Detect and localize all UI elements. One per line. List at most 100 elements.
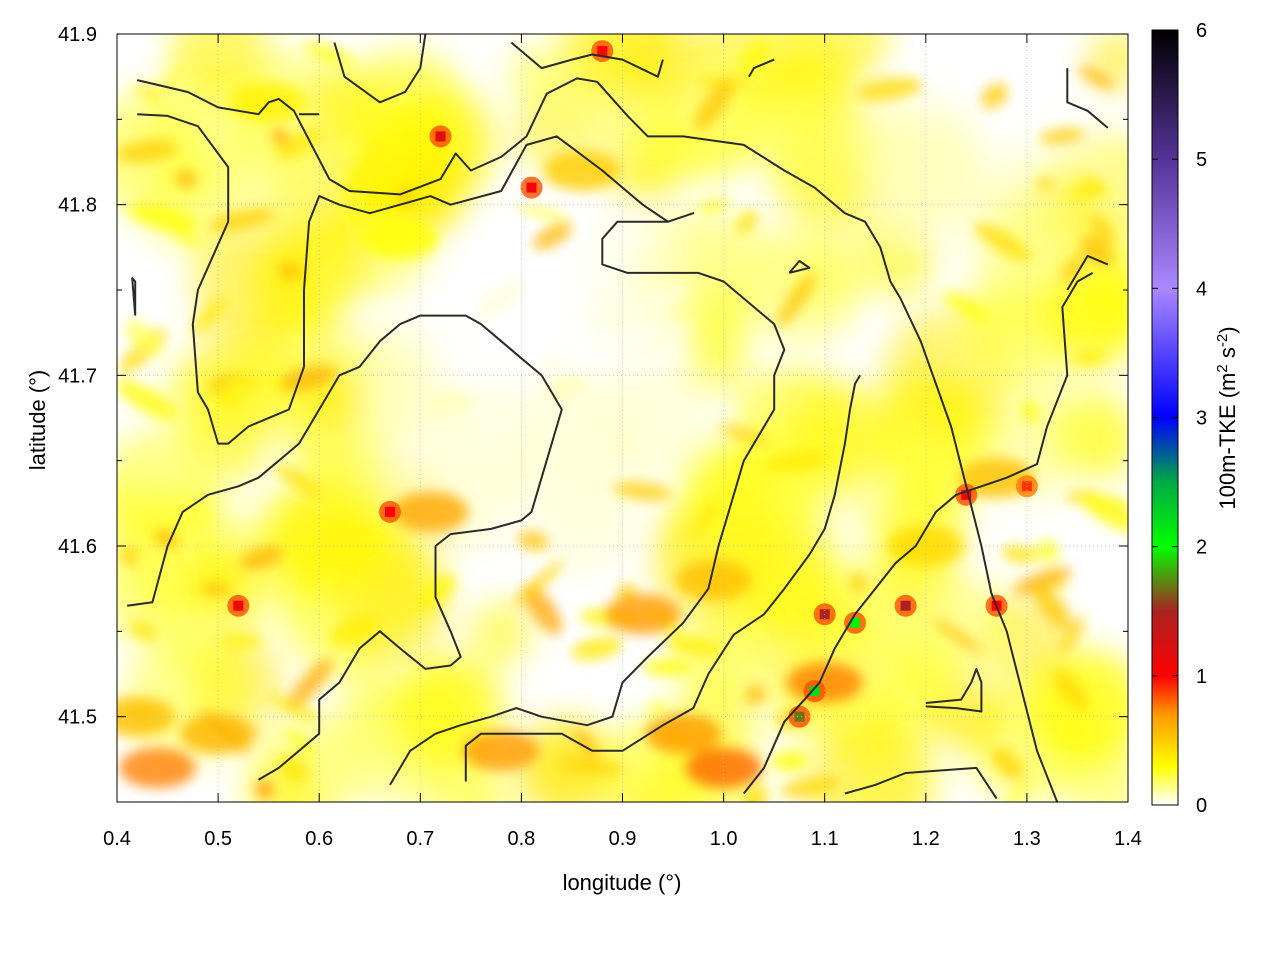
- field-streak: [532, 222, 573, 250]
- coastline-contour: [136, 77, 1059, 802]
- field-warm-patch: [117, 696, 176, 737]
- field-streak: [611, 438, 633, 450]
- coastline-contour: [788, 260, 811, 274]
- field-streak: [275, 464, 323, 497]
- field-blob: [1061, 265, 1128, 361]
- field-streak: [268, 694, 319, 722]
- field-streak: [219, 635, 263, 648]
- field-warm-patch: [463, 730, 540, 771]
- hotspot-cell: [794, 711, 805, 722]
- coastline-contour: [748, 58, 775, 78]
- coastline-contour: [510, 41, 664, 78]
- hotspot-cell: [850, 617, 861, 628]
- field-streak: [125, 320, 164, 357]
- y-tick-labels: 41.5 41.6 41.7 41.8 41.9: [58, 24, 97, 729]
- colorbar-ticks: 0 1 2 3 4 5 6: [1152, 20, 1207, 817]
- x-tick-label: 1.1: [811, 828, 839, 850]
- y-tick-label: 41.9: [58, 24, 97, 46]
- field-warm-patch: [685, 747, 762, 788]
- y-tick-label: 41.8: [58, 195, 97, 217]
- field-streak: [120, 546, 139, 565]
- field-streak: [338, 137, 358, 160]
- field-blob: [1045, 383, 1128, 474]
- coastline-contour: [1066, 68, 1109, 129]
- field-streak: [544, 377, 588, 401]
- coastline-contour: [1066, 254, 1109, 291]
- field-streak: [330, 615, 378, 646]
- x-tick-label: 1.4: [1114, 828, 1142, 850]
- field-streak: [647, 699, 668, 718]
- x-tick-label: 0.4: [103, 828, 131, 850]
- field-streak: [698, 199, 730, 213]
- field-streak: [128, 620, 158, 640]
- coastline-contours: [126, 34, 1109, 802]
- field-blob: [469, 600, 534, 665]
- x-tick-label: 1.2: [912, 828, 940, 850]
- field-blob: [259, 473, 387, 601]
- coastline-contour: [333, 34, 427, 104]
- hotspot-cell: [809, 686, 820, 697]
- field-streak: [1036, 539, 1059, 563]
- field-blob: [558, 402, 665, 508]
- field-blob: [117, 551, 178, 639]
- field-streak: [128, 202, 197, 233]
- field-streak: [289, 657, 334, 708]
- field-streak: [558, 759, 625, 774]
- field-blob: [117, 478, 157, 547]
- field-blob: [347, 311, 438, 402]
- hotspot-layer: [227, 40, 1038, 728]
- field-blob: [681, 332, 747, 399]
- field-streak: [664, 636, 725, 656]
- colorbar-tick-label: 1: [1196, 666, 1207, 688]
- field-warm-patch: [119, 747, 196, 788]
- field-streak: [542, 356, 568, 373]
- field-streak: [780, 777, 841, 797]
- colorbar-tick-label: 3: [1196, 408, 1207, 430]
- field-streak: [278, 366, 336, 391]
- x-tick-label: 0.8: [507, 828, 535, 850]
- field-streak: [349, 142, 384, 193]
- field-streak: [286, 728, 319, 761]
- field-streak: [571, 636, 623, 661]
- field-streak: [516, 205, 569, 220]
- field-blob: [676, 612, 772, 707]
- field-streak: [279, 263, 302, 280]
- hotspot-cell: [526, 182, 537, 193]
- field-streak: [1053, 668, 1088, 711]
- field-streak: [981, 83, 1008, 109]
- field-streak: [477, 281, 523, 318]
- field-streak: [256, 780, 274, 799]
- field-streak: [1091, 214, 1115, 244]
- field-streak: [424, 392, 475, 415]
- field-streak: [932, 618, 983, 654]
- y-axis-label: latitude (°): [25, 370, 50, 471]
- field-blob: [323, 702, 394, 773]
- field-streak: [1001, 544, 1039, 564]
- field-streak: [1080, 235, 1114, 267]
- field-streak: [771, 750, 809, 772]
- field-streak: [511, 560, 564, 608]
- field-streak: [276, 129, 322, 160]
- field-streak: [270, 127, 290, 147]
- hotspot-cell: [900, 600, 911, 611]
- x-tick-label: 1.0: [710, 828, 738, 850]
- field-blob: [956, 175, 1071, 290]
- field-streak: [613, 481, 672, 501]
- field-warm-patch: [180, 713, 257, 754]
- field-warm-patch: [392, 491, 469, 532]
- field-streak: [1058, 617, 1085, 654]
- field-streak: [1034, 585, 1071, 630]
- field-blob: [344, 48, 465, 169]
- field-streak: [304, 42, 354, 67]
- field-streak: [175, 170, 197, 188]
- field-streak: [991, 747, 1025, 781]
- field-streak: [856, 77, 923, 101]
- field-blob: [581, 212, 663, 295]
- field-blob: [342, 170, 407, 235]
- x-tick-labels: 0.4 0.5 0.6 0.7 0.8 0.9 1.0 1.1 1.2 1.3 1.4: [103, 828, 1142, 850]
- coastline-contour: [131, 277, 137, 316]
- field-streak: [131, 87, 170, 96]
- field-blob: [587, 278, 656, 348]
- field-blob: [385, 151, 468, 234]
